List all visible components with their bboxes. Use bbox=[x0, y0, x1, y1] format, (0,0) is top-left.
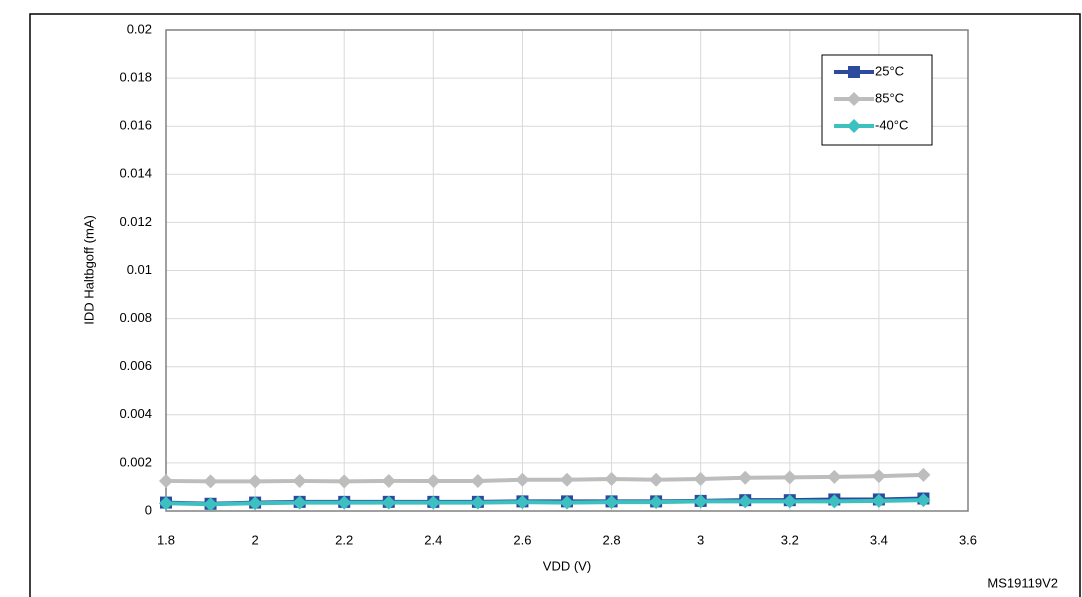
marker bbox=[738, 494, 753, 509]
marker bbox=[604, 472, 619, 487]
marker bbox=[848, 66, 860, 78]
series-line bbox=[165, 472, 924, 484]
marker bbox=[782, 470, 797, 485]
marker bbox=[337, 474, 352, 489]
marker bbox=[159, 473, 173, 488]
plot-border bbox=[165, 29, 969, 512]
y-tick-label: 0.01 bbox=[127, 262, 152, 277]
marker bbox=[693, 494, 708, 509]
marker bbox=[916, 467, 931, 482]
x-tick-label: 2.2 bbox=[335, 532, 353, 547]
series-line bbox=[165, 498, 924, 507]
marker bbox=[604, 495, 619, 510]
x-tick-label: 2.8 bbox=[603, 532, 621, 547]
y-tick-label: 0.012 bbox=[119, 214, 152, 229]
x-tick-label: 3.2 bbox=[781, 532, 799, 547]
y-tick-label: 0.018 bbox=[119, 70, 152, 85]
y-tick-label: 0.002 bbox=[119, 454, 152, 469]
marker bbox=[337, 495, 352, 510]
marker bbox=[649, 495, 664, 510]
marker bbox=[248, 496, 263, 511]
y-tick-label: 0.016 bbox=[119, 118, 152, 133]
marker bbox=[827, 494, 842, 509]
x-axis-label: VDD (V) bbox=[543, 558, 591, 573]
marker bbox=[649, 472, 664, 487]
y-tick-label: 0.014 bbox=[119, 166, 152, 181]
frame bbox=[29, 13, 1081, 597]
marker bbox=[515, 472, 530, 487]
legend-label: 25°C bbox=[875, 63, 904, 78]
marker bbox=[159, 496, 173, 511]
marker bbox=[515, 495, 530, 510]
x-tick-label: 2.6 bbox=[513, 532, 531, 547]
marker bbox=[248, 474, 263, 489]
marker bbox=[560, 472, 574, 487]
x-tick-label: 3 bbox=[697, 532, 704, 547]
marker bbox=[782, 494, 797, 509]
marker bbox=[381, 495, 396, 510]
marker bbox=[738, 470, 753, 485]
marker bbox=[693, 472, 708, 487]
marker bbox=[871, 469, 886, 484]
marker bbox=[203, 474, 218, 489]
legend-label: -40°C bbox=[875, 117, 908, 132]
marker bbox=[426, 495, 441, 510]
marker bbox=[292, 495, 307, 510]
marker bbox=[470, 473, 485, 488]
y-tick-label: 0.004 bbox=[119, 406, 152, 421]
y-tick-label: 0 bbox=[145, 502, 152, 517]
y-tick-label: 0.02 bbox=[127, 21, 152, 36]
legend-label: 85°C bbox=[875, 90, 904, 105]
x-tick-label: 2.4 bbox=[424, 532, 442, 547]
figure-id: MS19119V2 bbox=[987, 575, 1058, 590]
marker bbox=[847, 92, 861, 106]
marker bbox=[470, 495, 485, 510]
y-tick-label: 0.008 bbox=[119, 310, 152, 325]
marker bbox=[560, 495, 574, 510]
x-tick-label: 3.6 bbox=[959, 532, 977, 547]
marker bbox=[292, 473, 307, 488]
x-tick-label: 1.8 bbox=[157, 532, 175, 547]
x-tick-label: 3.4 bbox=[870, 532, 888, 547]
marker bbox=[426, 473, 441, 488]
marker bbox=[381, 473, 396, 488]
y-axis-label: IDD Haltbgoff (mA) bbox=[81, 215, 96, 325]
x-tick-label: 2 bbox=[251, 532, 258, 547]
marker bbox=[827, 469, 842, 484]
marker bbox=[871, 493, 886, 508]
marker bbox=[847, 119, 861, 133]
y-tick-label: 0.006 bbox=[119, 358, 152, 373]
marker bbox=[916, 493, 931, 508]
marker bbox=[203, 497, 218, 512]
